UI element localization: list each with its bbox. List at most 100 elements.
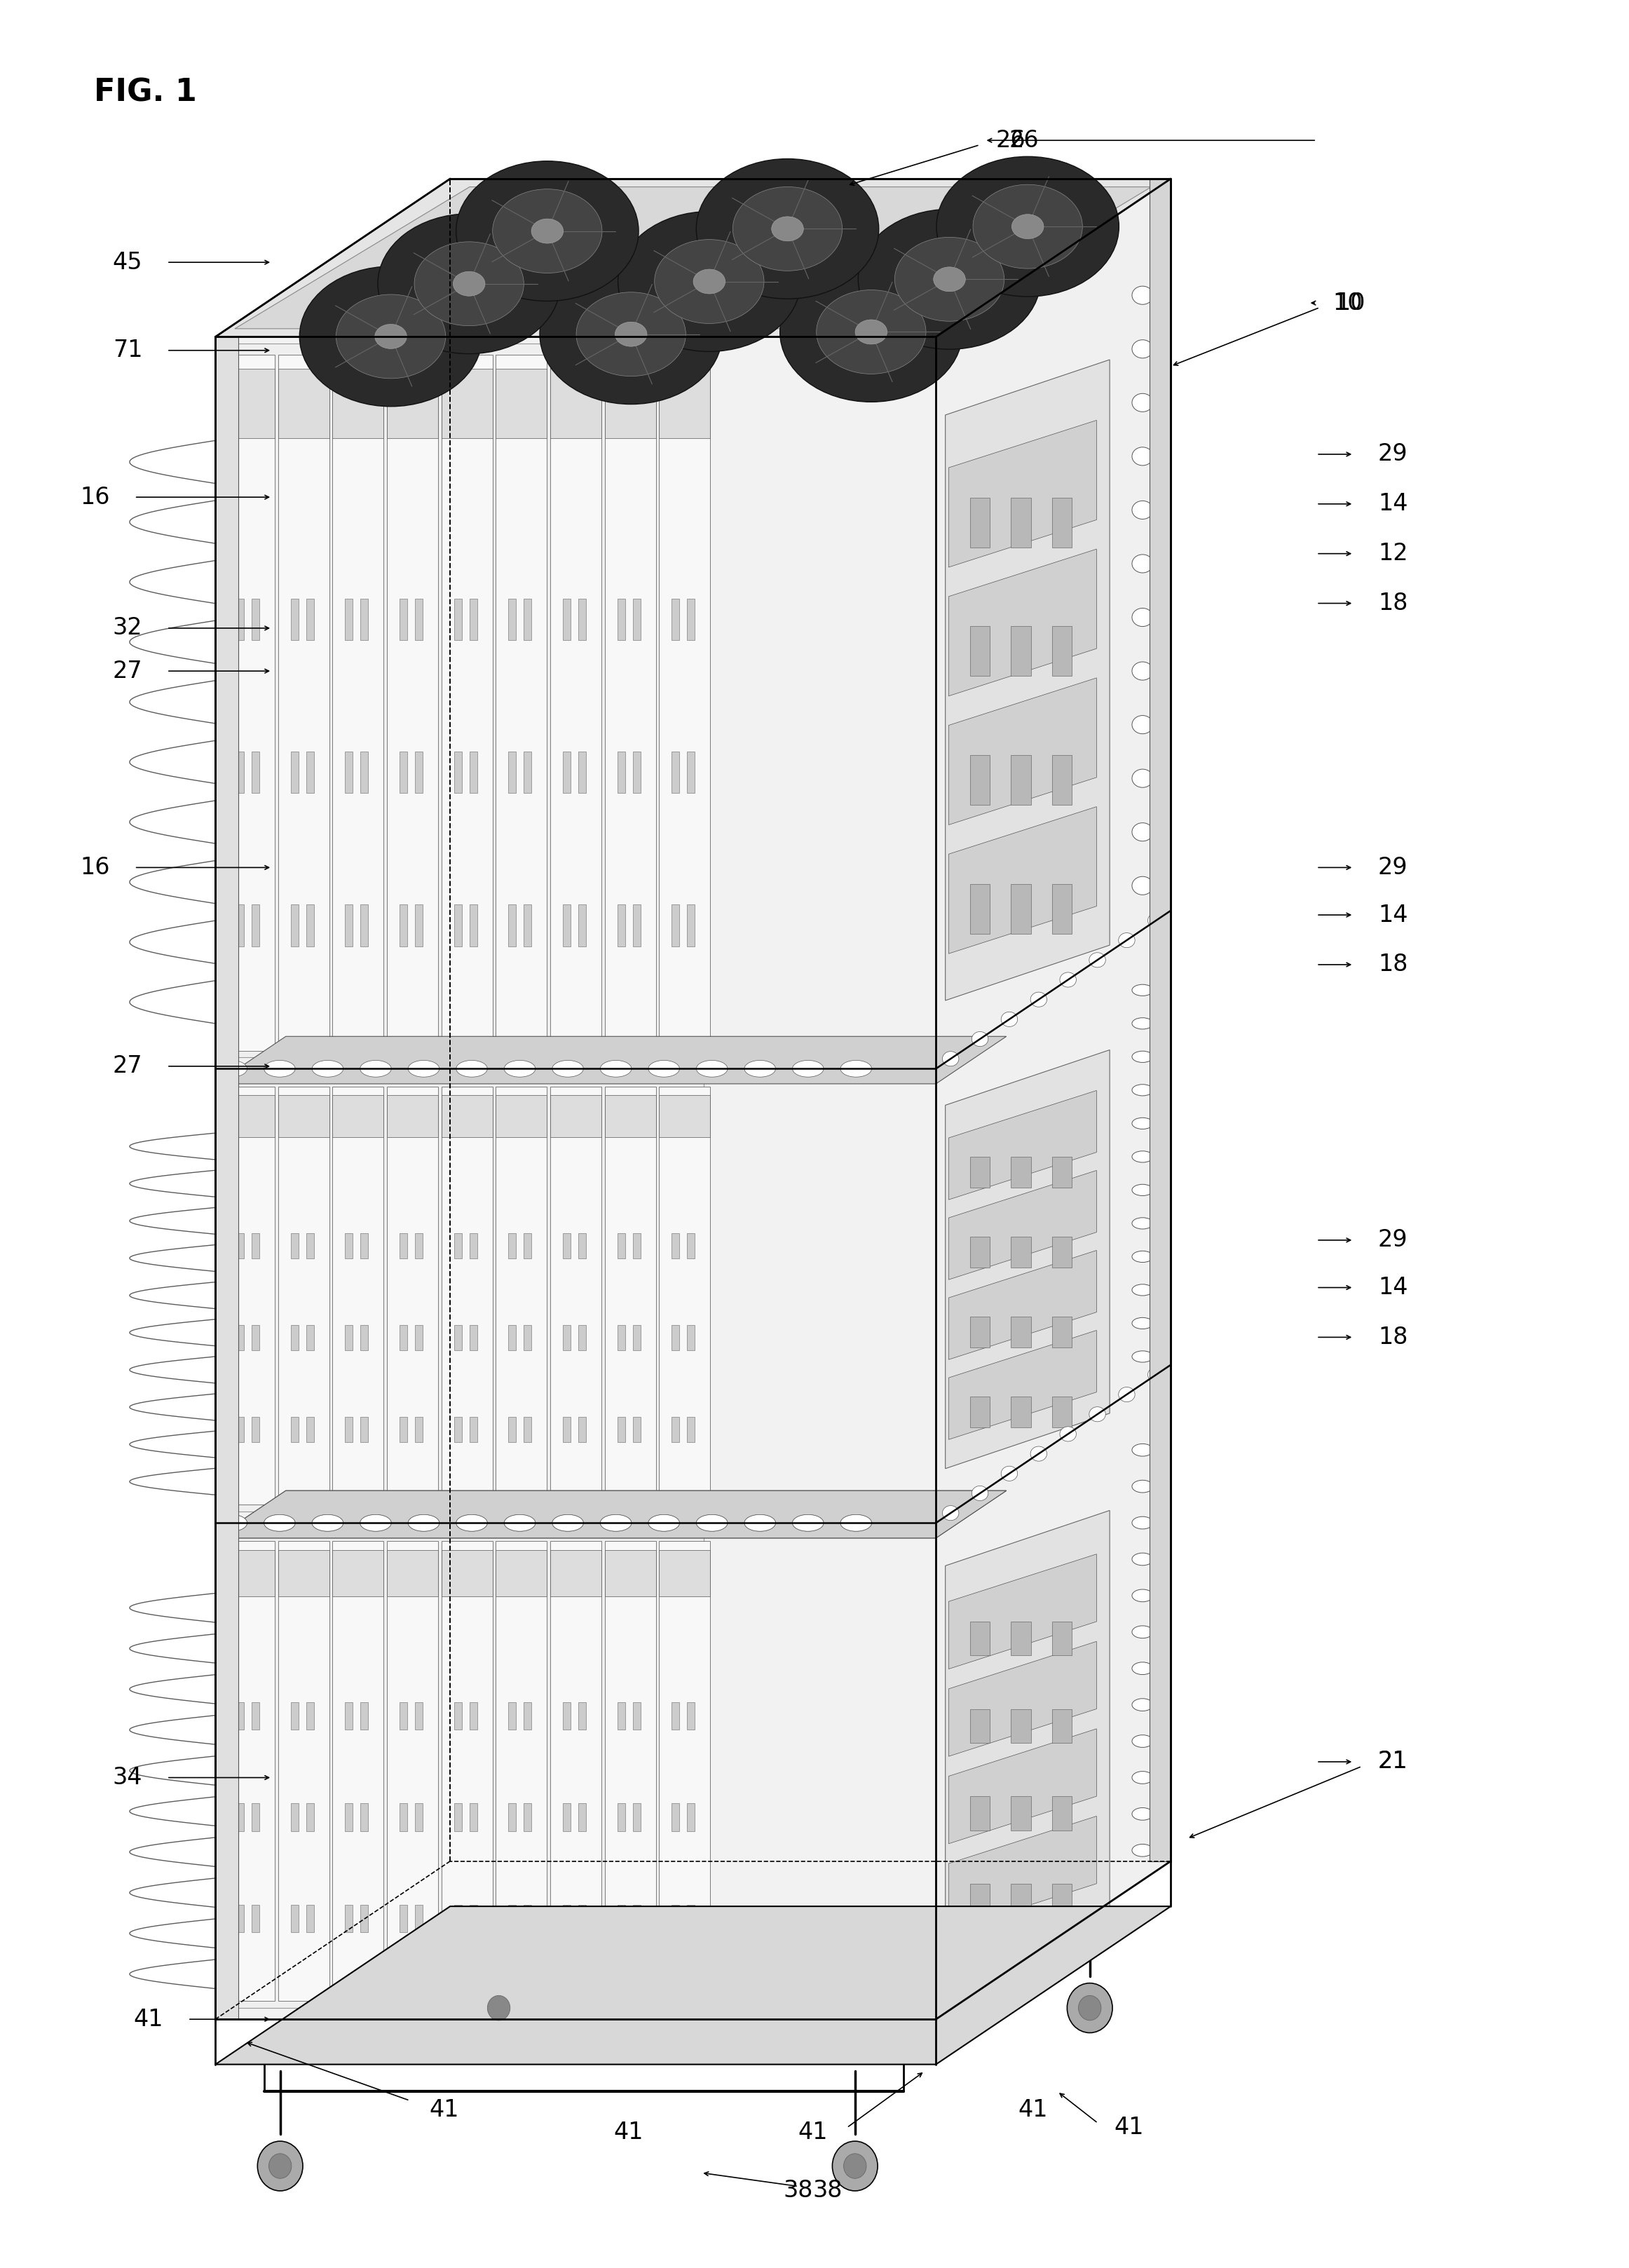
Bar: [604, 1095, 656, 1136]
Ellipse shape: [1132, 1662, 1153, 1674]
Bar: [415, 1234, 422, 1259]
Bar: [1052, 1710, 1072, 1742]
Bar: [215, 338, 238, 2019]
Bar: [345, 1325, 353, 1349]
Ellipse shape: [1132, 447, 1153, 465]
Bar: [345, 1701, 353, 1730]
Bar: [495, 370, 547, 438]
Bar: [469, 1418, 477, 1442]
Bar: [251, 1701, 259, 1730]
Bar: [551, 1095, 601, 1136]
Bar: [332, 1540, 383, 2000]
Bar: [223, 1540, 275, 2000]
Ellipse shape: [1132, 1554, 1153, 1565]
Bar: [306, 1418, 314, 1442]
Text: 41: 41: [1114, 2116, 1144, 2139]
Text: 27: 27: [112, 660, 142, 683]
Bar: [251, 1803, 259, 1830]
Ellipse shape: [1132, 501, 1153, 519]
Text: 16: 16: [80, 485, 111, 508]
Bar: [469, 1701, 477, 1730]
Bar: [687, 905, 696, 946]
Bar: [508, 599, 516, 640]
Bar: [441, 354, 492, 1050]
Bar: [223, 1095, 275, 1136]
Bar: [399, 599, 407, 640]
Bar: [687, 1234, 696, 1259]
Bar: [604, 1540, 656, 2000]
Ellipse shape: [360, 1515, 391, 1531]
Ellipse shape: [1090, 953, 1106, 968]
Bar: [564, 1325, 570, 1349]
Text: 21: 21: [1378, 1751, 1407, 1774]
Bar: [1012, 1397, 1031, 1427]
Bar: [454, 905, 461, 946]
Bar: [578, 905, 586, 946]
Bar: [441, 1095, 492, 1136]
Ellipse shape: [744, 1515, 775, 1531]
Text: 41: 41: [798, 2121, 828, 2143]
Bar: [345, 751, 353, 794]
Bar: [617, 599, 626, 640]
Ellipse shape: [696, 159, 878, 299]
Bar: [578, 751, 586, 794]
Ellipse shape: [456, 1515, 487, 1531]
Bar: [687, 1325, 696, 1349]
Bar: [551, 1086, 601, 1506]
Bar: [399, 1325, 407, 1349]
Bar: [469, 599, 477, 640]
Bar: [251, 905, 259, 946]
Bar: [332, 1095, 383, 1136]
Bar: [632, 905, 640, 946]
Text: 14: 14: [1378, 492, 1407, 515]
Ellipse shape: [539, 263, 722, 404]
Bar: [969, 1397, 990, 1427]
Ellipse shape: [360, 1515, 391, 1531]
Text: 38: 38: [813, 2180, 842, 2202]
Bar: [306, 1325, 314, 1349]
Ellipse shape: [1132, 1699, 1153, 1710]
Bar: [617, 751, 626, 794]
Bar: [687, 1803, 696, 1830]
Bar: [360, 1905, 368, 1932]
Bar: [279, 370, 329, 438]
Bar: [399, 1701, 407, 1730]
Ellipse shape: [313, 1515, 344, 1531]
Bar: [617, 1234, 626, 1259]
Bar: [1012, 1796, 1031, 1830]
Bar: [632, 1905, 640, 1932]
Bar: [564, 751, 570, 794]
Bar: [399, 1234, 407, 1259]
Text: 41: 41: [614, 2121, 643, 2143]
Ellipse shape: [943, 1052, 959, 1066]
Bar: [236, 1418, 244, 1442]
Bar: [1052, 1157, 1072, 1188]
Bar: [660, 1095, 710, 1136]
Ellipse shape: [973, 184, 1082, 268]
Bar: [551, 354, 601, 1050]
Polygon shape: [215, 179, 1171, 338]
Bar: [671, 1234, 679, 1259]
Bar: [454, 1234, 461, 1259]
Bar: [1012, 755, 1031, 805]
Ellipse shape: [414, 243, 525, 327]
Bar: [386, 1540, 438, 2000]
Ellipse shape: [269, 2155, 292, 2180]
Ellipse shape: [1132, 662, 1153, 680]
Text: 10: 10: [1333, 290, 1362, 315]
Bar: [332, 370, 383, 438]
Ellipse shape: [409, 1515, 440, 1531]
Bar: [279, 1095, 329, 1136]
Polygon shape: [235, 186, 1152, 329]
Bar: [525, 1418, 531, 1442]
Ellipse shape: [1132, 1517, 1153, 1529]
Bar: [306, 751, 314, 794]
Ellipse shape: [336, 295, 446, 379]
Bar: [236, 1325, 244, 1349]
Text: 45: 45: [112, 252, 142, 274]
Ellipse shape: [1132, 823, 1153, 841]
Bar: [290, 599, 298, 640]
Bar: [251, 1325, 259, 1349]
Bar: [564, 1905, 570, 1932]
Polygon shape: [937, 1365, 1171, 2019]
